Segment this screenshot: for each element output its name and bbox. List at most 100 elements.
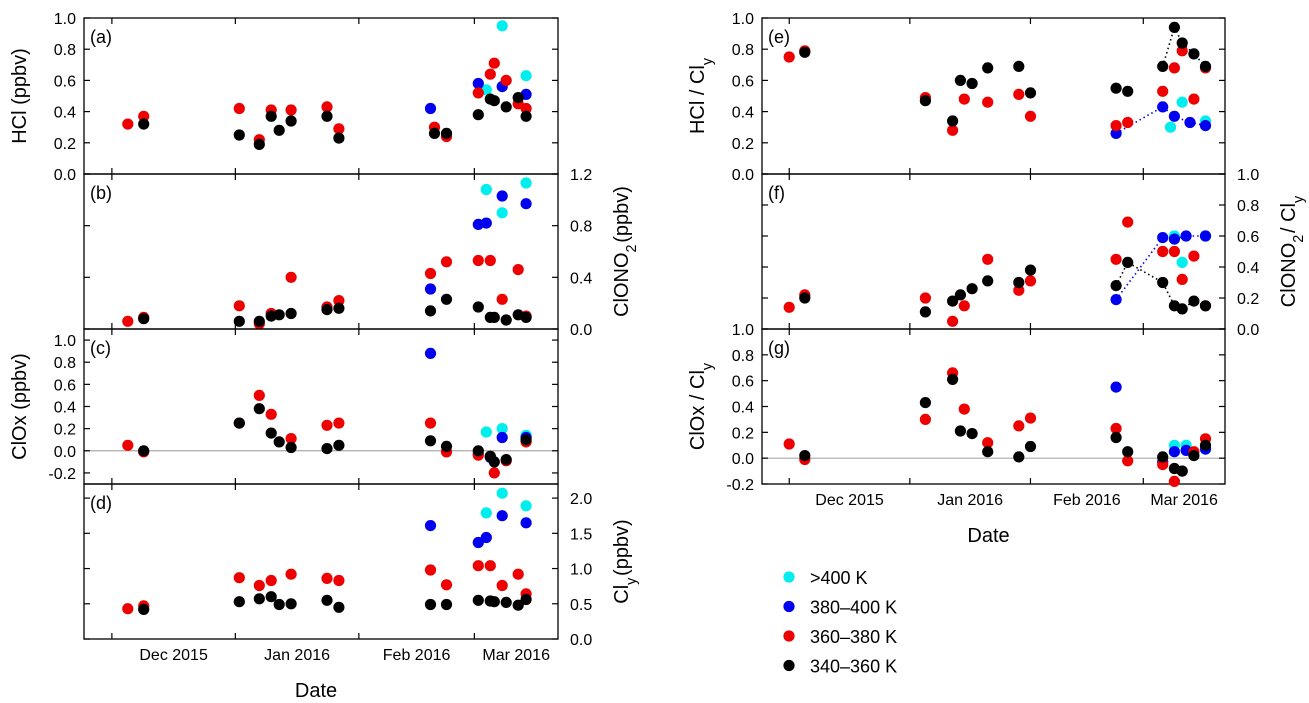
data-point — [520, 500, 532, 512]
data-point — [1122, 455, 1134, 467]
y-axis-title: ClONO2 (ppbv) — [611, 186, 640, 317]
data-point — [484, 560, 496, 572]
y-tick-label: 0.8 — [54, 42, 76, 59]
data-point — [484, 68, 496, 80]
data-point — [233, 129, 245, 141]
data-point — [233, 102, 245, 115]
panel-c: -0.2 0.0 0.2 0.4 0.6 0.8 1.0 (c) ClOx (ppbv) — [9, 328, 559, 485]
panel-d: 0.0 0.5 1.0 1.5 2.0 (d) Cly (ppbv) — [83, 483, 640, 649]
y-tick-label: 0.5 — [570, 597, 592, 614]
data-point — [285, 441, 297, 454]
panel-a: 0.0 0.2 0.4 0.6 0.8 1.0 (a) HCl (ppbv) — [9, 11, 559, 184]
data-point — [138, 445, 150, 457]
data-point — [285, 271, 297, 283]
data-point — [1188, 93, 1200, 105]
data-point — [333, 295, 345, 307]
data-point — [488, 311, 500, 323]
y-tick-label: 1.0 — [732, 322, 754, 339]
plot-frame — [761, 173, 1226, 330]
plot-frame — [83, 483, 559, 640]
y-tick-label: -0.2 — [726, 477, 754, 494]
panel-tag: (f) — [768, 183, 785, 203]
data-point — [1122, 256, 1134, 268]
data-point — [122, 118, 134, 130]
y-tick-label: 0.4 — [54, 400, 76, 417]
panel-tag: (a) — [90, 27, 112, 47]
data-point — [1122, 446, 1134, 458]
data-point — [472, 445, 484, 457]
y-tick-label: 0.0 — [570, 322, 592, 339]
data-point — [424, 435, 437, 447]
data-point — [424, 283, 437, 295]
data-point — [321, 419, 333, 431]
data-point — [424, 598, 437, 611]
data-point — [233, 572, 245, 584]
data-point — [1122, 85, 1134, 97]
data-point — [440, 293, 453, 305]
data-point — [919, 413, 932, 425]
data-point — [1024, 264, 1037, 276]
x-tick-label: Jan 2016 — [937, 492, 1003, 509]
data-point — [285, 433, 297, 445]
data-point — [783, 438, 795, 450]
data-point — [783, 51, 795, 63]
data-point — [1122, 216, 1134, 228]
plot-frame — [83, 173, 559, 330]
legend-label: 360–380 K — [810, 627, 897, 647]
data-point — [496, 20, 508, 32]
legend-label: >400 K — [810, 568, 868, 588]
data-point — [958, 300, 970, 312]
data-point — [480, 507, 492, 519]
data-point — [496, 190, 508, 202]
data-point — [1188, 48, 1200, 60]
y-tick-label: 0.8 — [732, 42, 754, 59]
y-tick-label: 0.0 — [54, 167, 76, 184]
data-point — [520, 70, 532, 82]
data-point — [954, 74, 967, 86]
data-point — [472, 536, 484, 549]
data-point — [122, 439, 134, 451]
x-tick-label: Mar 2016 — [482, 647, 550, 664]
data-point — [333, 132, 345, 144]
data-point — [919, 306, 932, 318]
data-point — [1168, 110, 1180, 122]
legend: >400 K 380–400 K 360–380 K 340–360 K — [783, 568, 897, 677]
data-point — [947, 124, 959, 136]
data-point — [1110, 431, 1122, 444]
series-connector — [1161, 25, 1207, 67]
y-tick-label: 0.4 — [732, 105, 754, 122]
data-point — [1157, 245, 1169, 258]
data-point — [1168, 62, 1180, 74]
data-point — [1110, 280, 1122, 292]
data-point — [919, 95, 932, 107]
y-tick-label: 0.8 — [54, 355, 76, 372]
data-point — [1168, 245, 1180, 258]
y-tick-label: 0.0 — [54, 444, 76, 461]
data-point — [480, 531, 492, 544]
data-point — [440, 579, 453, 591]
y-axis-title: ClOx / Cly — [687, 362, 716, 450]
data-point — [428, 127, 441, 139]
data-point — [1188, 295, 1200, 307]
data-point — [966, 77, 978, 90]
data-point — [520, 593, 532, 606]
data-point — [333, 123, 345, 135]
data-point — [1024, 87, 1037, 99]
data-point — [1110, 127, 1122, 139]
data-point — [947, 373, 959, 385]
data-point — [520, 102, 532, 115]
data-point — [982, 253, 994, 265]
panel-tag: (d) — [90, 493, 112, 513]
data-point — [1157, 60, 1169, 72]
data-point — [954, 425, 967, 437]
data-point — [500, 596, 512, 609]
data-point — [424, 417, 437, 429]
panel-tag: (e) — [768, 27, 790, 47]
data-point — [424, 520, 437, 532]
y-tick-label: 0.4 — [54, 105, 76, 122]
data-point — [512, 264, 524, 276]
data-point — [500, 454, 512, 466]
y-tick-label: 0.2 — [54, 422, 76, 439]
x-axis-title: Date — [295, 680, 337, 702]
x-tick-label: Jan 2016 — [264, 647, 330, 664]
